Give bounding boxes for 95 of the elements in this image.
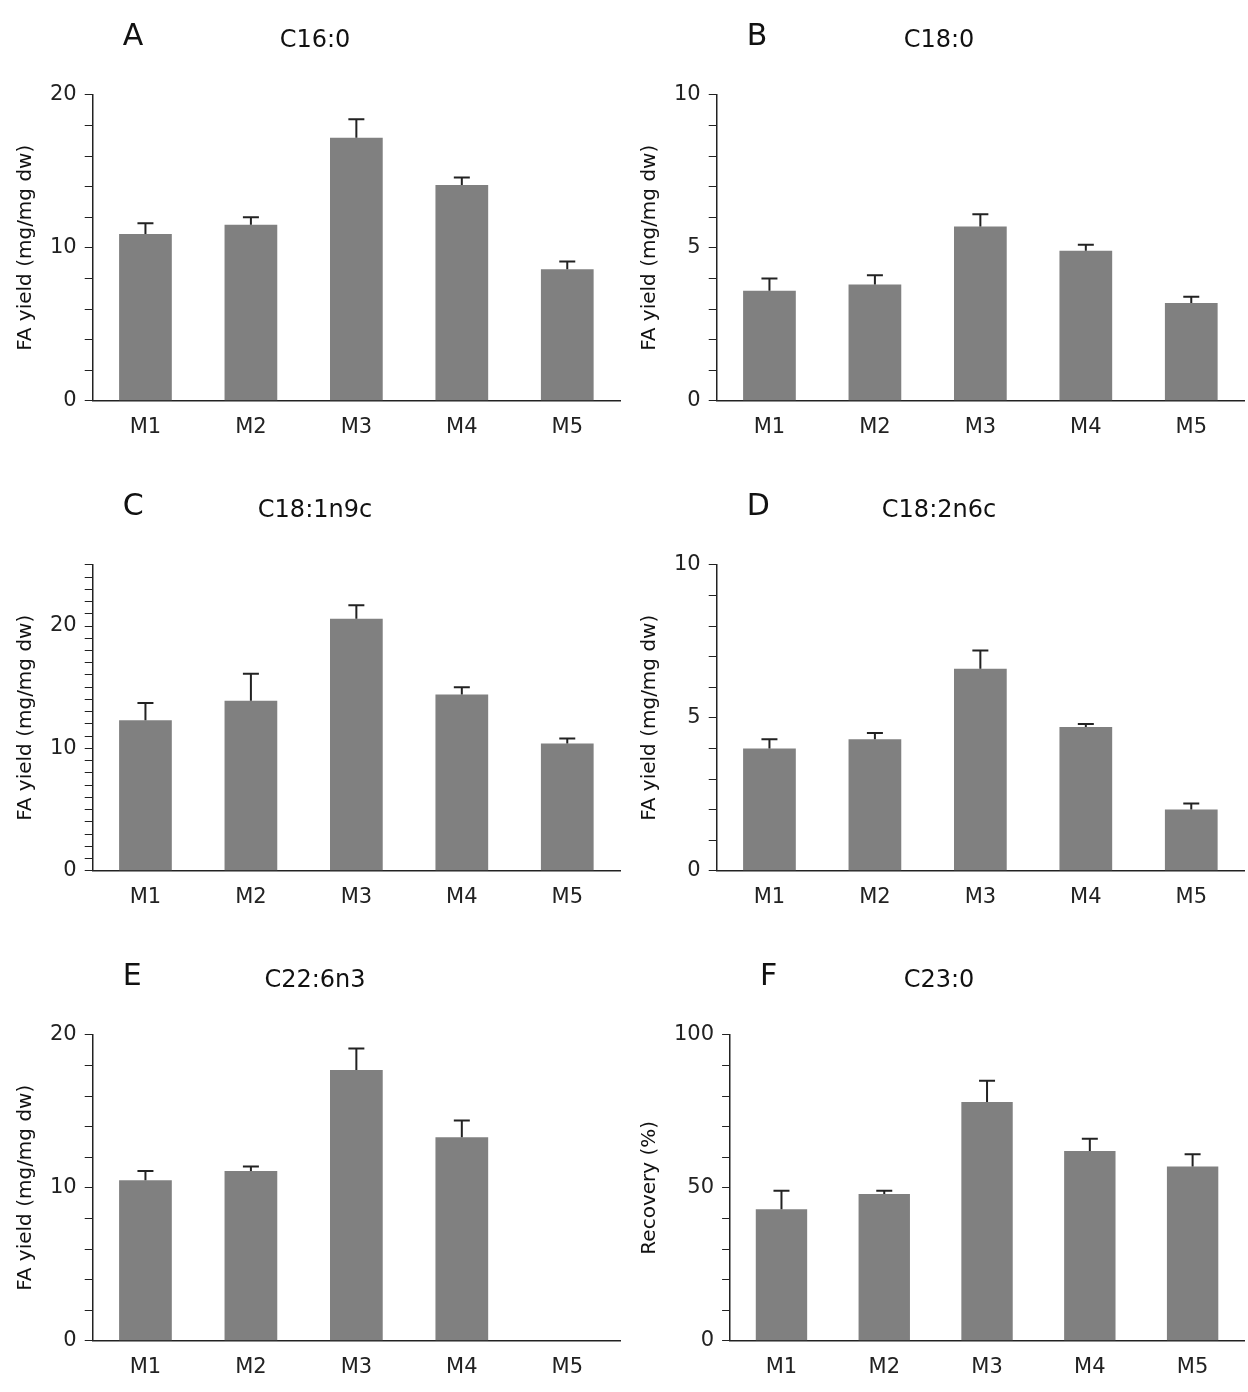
x-tick-label: M4 bbox=[446, 1353, 478, 1378]
bar bbox=[330, 137, 383, 401]
y-tick-label: 10 bbox=[673, 81, 701, 106]
bar bbox=[858, 1193, 910, 1341]
bar bbox=[954, 226, 1007, 401]
x-tick-label: M4 bbox=[1070, 883, 1102, 908]
x-tick-label: M3 bbox=[971, 1353, 1003, 1378]
x-tick-label: M2 bbox=[235, 883, 267, 908]
bar bbox=[743, 290, 796, 401]
y-tick-label: 0 bbox=[63, 857, 77, 882]
text: E bbox=[122, 956, 142, 992]
x-tick-label: M3 bbox=[340, 1353, 373, 1378]
bar bbox=[435, 185, 489, 401]
bar bbox=[961, 1102, 1013, 1341]
bar bbox=[848, 739, 902, 871]
bar bbox=[755, 1209, 808, 1341]
x-tick-label: M2 bbox=[235, 1353, 267, 1378]
bar bbox=[119, 720, 172, 871]
x-tick-label: M1 bbox=[129, 883, 162, 908]
y-tick-label: 10 bbox=[49, 234, 77, 259]
chart-title: C18:1n9c bbox=[257, 494, 373, 523]
y-tick-label: 0 bbox=[687, 857, 701, 882]
bar bbox=[119, 1180, 172, 1341]
bar bbox=[1059, 250, 1113, 401]
x-tick-label: M3 bbox=[964, 883, 997, 908]
bar bbox=[540, 269, 594, 401]
x-tick-label: M1 bbox=[129, 1353, 162, 1378]
y-tick-label: 0 bbox=[700, 1327, 715, 1352]
bar bbox=[1059, 726, 1113, 871]
x-tick-label: M3 bbox=[340, 883, 373, 908]
y-axis-title: FA yield (mg/mg dw) bbox=[12, 1084, 37, 1291]
x-tick-label: M4 bbox=[1074, 1353, 1106, 1378]
x-tick-label: M3 bbox=[340, 413, 373, 438]
x-tick-label: M5 bbox=[551, 1353, 584, 1378]
text: A bbox=[122, 16, 144, 52]
x-tick-label: M2 bbox=[859, 883, 891, 908]
y-axis-title: FA yield (mg/mg dw) bbox=[12, 614, 37, 821]
x-tick-label: M1 bbox=[129, 413, 162, 438]
y-tick-label: 20 bbox=[49, 612, 77, 637]
x-tick-label: M5 bbox=[1176, 1353, 1209, 1378]
y-tick-label: 10 bbox=[673, 551, 701, 576]
y-tick-label: 0 bbox=[687, 387, 701, 412]
bar bbox=[330, 618, 383, 871]
bar bbox=[848, 284, 902, 401]
bar bbox=[435, 694, 489, 871]
bar bbox=[1064, 1151, 1116, 1341]
y-axis-title: FA yield (mg/mg dw) bbox=[636, 144, 661, 351]
x-tick-label: M4 bbox=[446, 413, 478, 438]
x-tick-label: M5 bbox=[551, 883, 584, 908]
bar bbox=[1164, 809, 1218, 871]
x-tick-label: M5 bbox=[551, 413, 584, 438]
text: D bbox=[746, 486, 770, 522]
x-tick-label: M5 bbox=[1175, 413, 1208, 438]
x-tick-label: M2 bbox=[859, 413, 891, 438]
x-tick-label: M2 bbox=[235, 413, 267, 438]
bar bbox=[1164, 302, 1218, 401]
y-tick-label: 5 bbox=[687, 234, 701, 259]
bar bbox=[224, 1170, 278, 1341]
y-axis-title: Recovery (%) bbox=[636, 1120, 661, 1255]
text: C bbox=[122, 486, 144, 522]
bar bbox=[743, 748, 796, 871]
x-tick-label: M1 bbox=[753, 413, 786, 438]
bar bbox=[119, 234, 172, 401]
x-tick-label: M5 bbox=[1175, 883, 1208, 908]
bar bbox=[540, 743, 594, 871]
y-axis-title: FA yield (mg/mg dw) bbox=[12, 144, 37, 351]
x-tick-label: M3 bbox=[964, 413, 997, 438]
x-tick-label: M2 bbox=[868, 1353, 900, 1378]
text: B bbox=[746, 16, 768, 52]
x-tick-label: M1 bbox=[753, 883, 786, 908]
chart-title: C18:0 bbox=[903, 24, 975, 53]
x-tick-label: M4 bbox=[446, 883, 478, 908]
bar bbox=[224, 224, 278, 401]
y-tick-label: 50 bbox=[687, 1174, 715, 1199]
text: F bbox=[760, 956, 778, 992]
chart-title: C16:0 bbox=[279, 24, 351, 53]
x-tick-label: M4 bbox=[1070, 413, 1102, 438]
y-tick-label: 5 bbox=[687, 704, 701, 729]
bar bbox=[435, 1137, 489, 1341]
y-tick-label: 0 bbox=[63, 1327, 77, 1352]
x-tick-label: M1 bbox=[765, 1353, 798, 1378]
chart-title: C22:6n3 bbox=[264, 964, 366, 993]
y-tick-label: 10 bbox=[49, 1174, 77, 1199]
y-tick-label: 20 bbox=[49, 1021, 77, 1046]
y-tick-label: 10 bbox=[49, 734, 77, 759]
y-axis-title: FA yield (mg/mg dw) bbox=[636, 614, 661, 821]
y-tick-label: 0 bbox=[63, 387, 77, 412]
bar bbox=[224, 700, 278, 871]
bar bbox=[330, 1069, 383, 1341]
y-tick-label: 20 bbox=[49, 81, 77, 106]
chart-title: C18:2n6c bbox=[881, 494, 997, 523]
y-tick-label: 100 bbox=[673, 1021, 715, 1046]
chart-title: C23:0 bbox=[903, 964, 975, 993]
bar bbox=[1166, 1166, 1219, 1341]
bar bbox=[954, 668, 1007, 871]
